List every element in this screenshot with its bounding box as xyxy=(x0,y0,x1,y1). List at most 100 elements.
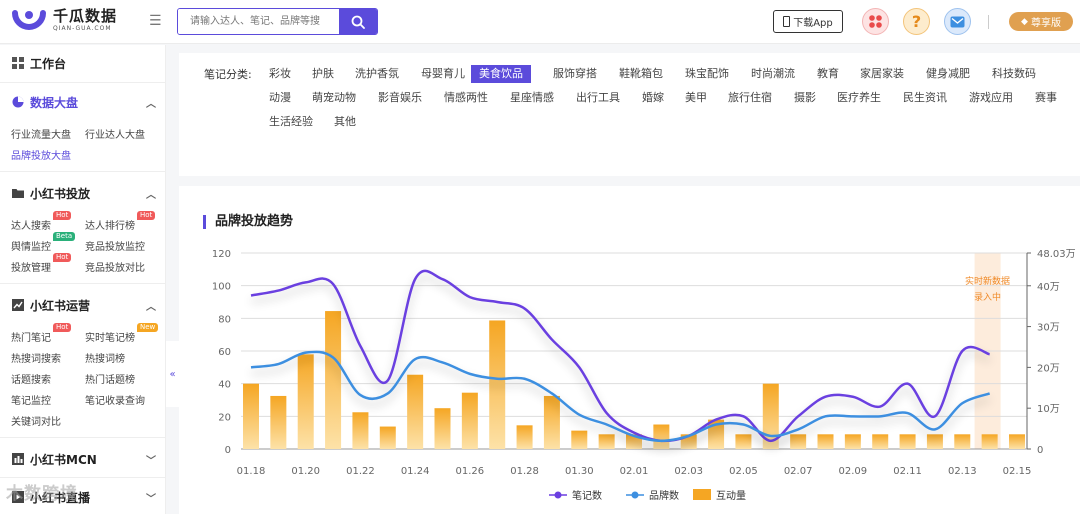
y-tick-label-left: 40 xyxy=(218,380,231,391)
download-app-button[interactable]: 下载App xyxy=(773,10,843,33)
line-品牌数 xyxy=(250,350,991,443)
x-tick-label: 01.22 xyxy=(346,466,375,477)
bar-01.19 xyxy=(270,395,287,449)
category-tag[interactable]: 生活经验 xyxy=(269,115,313,128)
bar-01.18 xyxy=(243,383,259,449)
category-tag[interactable]: 影音娱乐 xyxy=(378,91,422,104)
sidebar-item-brand-board[interactable]: 品牌投放大盘 xyxy=(11,151,71,162)
x-tick-label: 01.18 xyxy=(237,466,266,477)
category-tag[interactable]: 母婴育儿 xyxy=(421,67,465,80)
category-tag[interactable]: 家居家装 xyxy=(860,67,904,80)
bar-01.20 xyxy=(297,354,314,449)
y-tick-label-left: 0 xyxy=(225,445,231,456)
x-tick-label: 02.11 xyxy=(893,466,922,477)
x-tick-label: 02.07 xyxy=(784,466,813,477)
pie-chart-icon xyxy=(12,96,24,108)
phone-icon xyxy=(783,16,791,27)
category-tag[interactable]: 教育 xyxy=(817,67,839,80)
y-tick-label-right: 48.03万 xyxy=(1037,249,1076,260)
header-divider xyxy=(988,15,989,29)
category-tag[interactable]: 医疗养生 xyxy=(837,91,881,104)
sidebar-item-hot-word-ranking[interactable]: 热搜词榜 xyxy=(85,354,125,365)
sidebar-item-realtime-notes[interactable]: 实时笔记榜 New xyxy=(85,323,159,344)
x-tick-label: 02.15 xyxy=(1003,466,1032,477)
beta-badge: Beta xyxy=(53,232,76,241)
sidebar-item-note-index[interactable]: 笔记收录查询 xyxy=(85,396,145,407)
sidebar-item-label: 工作台 xyxy=(30,56,67,71)
category-tag[interactable]: 其他 xyxy=(334,115,356,128)
sidebar-item-industry-kol[interactable]: 行业达人大盘 xyxy=(85,130,145,141)
bar-02.09 xyxy=(844,434,861,449)
sidebar-item-delivery-manage[interactable]: 投放管理 Hot xyxy=(11,253,72,274)
sidebar-item-sentiment[interactable]: 舆情监控 Beta xyxy=(11,232,76,253)
sidebar-item-industry-traffic[interactable]: 行业流量大盘 xyxy=(11,130,71,141)
category-tag[interactable]: 珠宝配饰 xyxy=(685,67,729,80)
sidebar-item-competitor-monitor[interactable]: 竞品投放监控 xyxy=(85,242,145,253)
sidebar-item-topic-search[interactable]: 话题搜索 xyxy=(11,375,51,386)
search-button[interactable] xyxy=(339,9,377,34)
category-tag[interactable]: 动漫 xyxy=(269,91,291,104)
category-tag[interactable]: 美食饮品 xyxy=(471,65,531,83)
collapse-sidebar-button[interactable]: « xyxy=(166,341,179,407)
sidebar-section-data-board[interactable]: 数据大盘 ︿ xyxy=(0,92,165,112)
message-icon[interactable] xyxy=(944,8,971,35)
sidebar-item-keyword-compare[interactable]: 关键词对比 xyxy=(11,417,61,428)
y-tick-label-left: 100 xyxy=(212,282,231,293)
x-tick-label: 02.01 xyxy=(620,466,649,477)
logo-subtitle: QIAN-GUA.COM xyxy=(53,24,112,32)
sidebar-section-xhs-mcn[interactable]: 小红书MCN ﹀ xyxy=(0,449,165,469)
vip-label: 尊享版 xyxy=(1030,18,1061,29)
category-tag[interactable]: 科技数码 xyxy=(992,67,1036,80)
bar-02.14 xyxy=(981,434,998,449)
category-tag[interactable]: 出行工具 xyxy=(576,91,620,104)
category-tag[interactable]: 服饰穿搭 xyxy=(553,67,597,80)
category-tag[interactable]: 摄影 xyxy=(794,91,816,104)
divider xyxy=(0,171,165,172)
category-tag[interactable]: 时尚潮流 xyxy=(751,67,795,80)
x-tick-label: 01.28 xyxy=(510,466,539,477)
sidebar-item-hot-search-words[interactable]: 热搜词搜索 xyxy=(11,354,61,365)
sidebar-item-hot-notes[interactable]: 热门笔记 Hot xyxy=(11,323,72,344)
category-tag[interactable]: 游戏应用 xyxy=(969,91,1013,104)
chart-title: 品牌投放趋势 xyxy=(203,215,293,229)
category-tag[interactable]: 民生资讯 xyxy=(903,91,947,104)
legend-label: 品牌数 xyxy=(649,489,679,502)
category-tag[interactable]: 鞋靴箱包 xyxy=(619,67,663,80)
bar-01.24 xyxy=(407,374,424,449)
category-tag[interactable]: 情感两性 xyxy=(444,91,488,104)
category-tag[interactable]: 赛事 xyxy=(1035,91,1057,104)
category-tag[interactable]: 美甲 xyxy=(685,91,707,104)
search-input[interactable] xyxy=(178,9,339,34)
legend-label: 笔记数 xyxy=(572,489,602,502)
x-tick-label: 01.30 xyxy=(565,466,594,477)
sidebar-item-kol-search[interactable]: 达人搜索 Hot xyxy=(11,211,72,232)
apps-icon[interactable] xyxy=(862,8,889,35)
new-badge: New xyxy=(137,323,159,332)
sidebar-item-competitor-compare[interactable]: 竞品投放对比 xyxy=(85,263,145,274)
help-icon[interactable]: ? xyxy=(903,8,930,35)
category-tag[interactable]: 洗护香氛 xyxy=(355,67,399,80)
sidebar-section-xhs-delivery[interactable]: 小红书投放 ︿ xyxy=(0,183,165,203)
category-tag[interactable]: 星座情感 xyxy=(510,91,554,104)
category-tag[interactable]: 彩妆 xyxy=(269,67,291,80)
bar-01.30 xyxy=(571,430,588,449)
logo[interactable]: 千瓜数据 QIAN-GUA.COM xyxy=(12,7,117,33)
bar-01.25 xyxy=(434,408,451,449)
sidebar-section-xhs-operation[interactable]: 小红书运营 ︿ xyxy=(0,295,165,315)
bar-02.07 xyxy=(790,434,807,449)
vip-button[interactable]: ◆ 尊享版 xyxy=(1009,12,1073,31)
category-tag[interactable]: 萌宠动物 xyxy=(312,91,356,104)
sidebar-item-hot-topics[interactable]: 热门话题榜 xyxy=(85,375,135,386)
x-tick-label: 02.13 xyxy=(948,466,977,477)
menu-toggle-icon[interactable]: ☰ xyxy=(149,13,162,29)
sidebar-section-xhs-live[interactable]: 小红书直播 ﹀ xyxy=(0,487,165,507)
category-tag[interactable]: 婚嫁 xyxy=(642,91,664,104)
category-tag[interactable]: 健身减肥 xyxy=(926,67,970,80)
trend-icon xyxy=(12,299,24,311)
folder-icon xyxy=(12,189,24,198)
category-tag[interactable]: 护肤 xyxy=(312,67,334,80)
category-tag[interactable]: 旅行住宿 xyxy=(728,91,772,104)
sidebar-item-note-monitor[interactable]: 笔记监控 xyxy=(11,396,51,407)
sidebar-item-kol-ranking[interactable]: 达人排行榜 Hot xyxy=(85,211,156,232)
sidebar-item-workbench[interactable]: 工作台 xyxy=(0,53,165,73)
